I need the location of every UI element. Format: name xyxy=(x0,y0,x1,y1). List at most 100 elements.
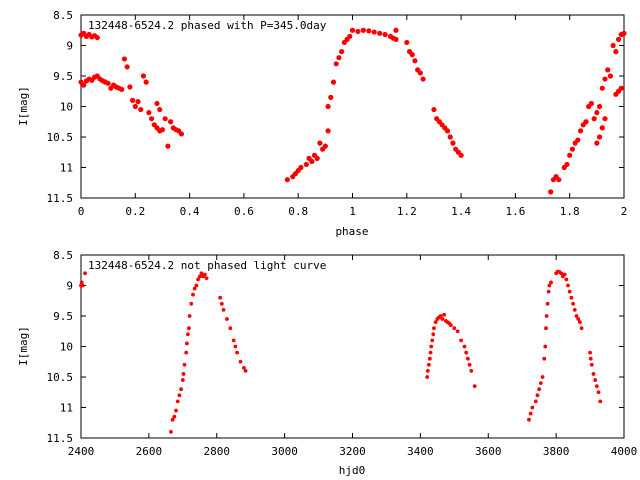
data-point xyxy=(615,36,622,43)
data-point xyxy=(591,116,597,122)
data-point xyxy=(593,378,598,382)
data-point xyxy=(180,378,185,382)
data-point xyxy=(594,140,600,146)
data-point xyxy=(187,326,191,331)
data-point xyxy=(242,365,246,370)
data-point xyxy=(235,350,240,355)
data-point xyxy=(197,274,202,279)
data-point xyxy=(559,271,564,276)
chart-title: 132448-6524.2 phased with P=345.0day xyxy=(88,19,327,32)
data-point xyxy=(162,116,168,122)
data-point xyxy=(577,128,584,134)
data-point xyxy=(613,49,619,55)
data-point xyxy=(425,375,430,379)
data-point xyxy=(393,36,399,43)
data-point xyxy=(537,387,542,392)
data-point xyxy=(360,27,366,33)
data-point xyxy=(546,289,551,294)
x-tick-label: 1.6 xyxy=(505,205,525,218)
data-point xyxy=(184,350,189,355)
x-tick-labels: 2400 2600 2800 3000 3200 3400 3600 3800 4000 xyxy=(68,445,638,458)
data-point xyxy=(579,326,584,331)
data-point xyxy=(148,116,155,122)
x-tick-label: 0.4 xyxy=(180,205,200,218)
y-tick-label: 10 xyxy=(60,101,73,114)
data-point xyxy=(355,28,361,35)
data-point xyxy=(174,408,178,413)
data-point xyxy=(602,76,608,82)
data-point xyxy=(569,146,576,152)
data-point xyxy=(221,308,226,312)
data-point xyxy=(325,128,331,134)
data-point xyxy=(377,30,383,36)
data-point xyxy=(588,100,595,107)
data-point xyxy=(325,103,331,110)
data-point xyxy=(371,29,377,35)
x-tick-label: 2800 xyxy=(204,445,231,458)
data-point xyxy=(429,344,434,349)
data-point xyxy=(533,399,538,404)
data-point xyxy=(467,362,472,367)
data-point xyxy=(225,317,229,321)
y-tick-labels: 8.5 9 9.5 10 10.5 11 11.5 xyxy=(47,9,74,205)
data-point xyxy=(339,49,345,55)
x-tick-label: 0.2 xyxy=(125,205,145,218)
y-tick-label: 10 xyxy=(60,341,73,354)
data-point xyxy=(465,356,470,361)
data-point xyxy=(427,356,432,361)
data-point xyxy=(567,152,573,158)
data-point xyxy=(547,283,552,288)
data-point xyxy=(548,189,554,195)
data-point xyxy=(393,27,399,33)
data-point xyxy=(431,332,436,337)
x-tick-label: 3800 xyxy=(543,445,570,458)
y-tick-label: 11 xyxy=(60,162,73,175)
data-point xyxy=(303,161,309,168)
data-point xyxy=(81,82,87,88)
y-tick-label: 9.5 xyxy=(53,70,73,83)
data-point xyxy=(433,320,438,324)
data-point xyxy=(138,106,144,113)
data-point xyxy=(544,314,549,318)
data-point xyxy=(322,143,328,149)
data-point xyxy=(382,31,388,38)
data-point xyxy=(191,292,195,297)
data-point xyxy=(542,356,547,361)
data-point xyxy=(238,359,243,364)
data-point xyxy=(159,127,166,133)
data-point xyxy=(596,134,603,140)
raw-light-curve-panel: 2400 2600 2800 3000 3200 3400 3600 3800 4000 8.5… xyxy=(17,249,637,477)
data-point xyxy=(544,326,548,331)
data-point xyxy=(432,326,436,331)
data-point xyxy=(169,430,173,434)
data-point xyxy=(575,137,581,143)
data-point xyxy=(83,271,87,276)
data-point xyxy=(425,369,430,373)
data-point xyxy=(105,80,111,86)
data-point xyxy=(605,67,611,73)
data-point xyxy=(298,164,304,171)
data-point xyxy=(447,134,453,140)
data-point xyxy=(452,326,457,331)
data-point xyxy=(135,99,141,105)
data-point xyxy=(569,295,574,300)
x-tick-label: 2 xyxy=(621,205,628,218)
data-point xyxy=(404,39,410,46)
data-point xyxy=(574,314,579,318)
y-tick-label: 9 xyxy=(66,280,73,293)
data-point xyxy=(431,106,437,113)
data-point xyxy=(284,177,290,183)
data-point xyxy=(186,332,190,337)
data-point xyxy=(430,338,435,343)
data-point xyxy=(167,119,174,125)
data-point xyxy=(564,277,569,282)
data-point xyxy=(594,384,599,389)
data-point xyxy=(336,55,342,61)
y-tick-label: 8.5 xyxy=(53,249,73,262)
y-tick-label: 11.5 xyxy=(47,432,74,445)
tick-marks xyxy=(80,14,625,199)
data-point xyxy=(610,42,616,49)
x-tick-label: 3400 xyxy=(407,445,434,458)
data-point xyxy=(328,94,334,100)
